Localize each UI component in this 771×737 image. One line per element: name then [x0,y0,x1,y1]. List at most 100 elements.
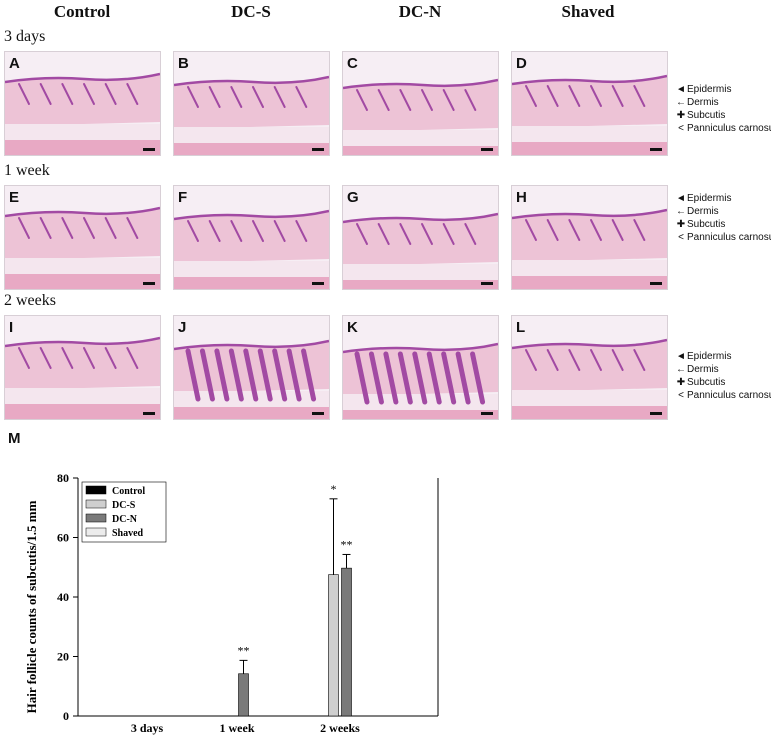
x-tick-label: 2 weeks [320,721,360,735]
layer-label-text: Subcutis [687,110,726,121]
y-tick-label: 0 [63,709,69,723]
legend-swatch [85,527,107,537]
histology-panel-k: K [342,315,499,420]
layer-marker-icon: ← [676,364,686,375]
histology-panel-h: H [511,185,668,290]
histology-panel-l: L [511,315,668,420]
layer-label-panniculus-carnosus: < Panniculus carnosus [676,232,771,243]
column-header-dc-s: DC-S [231,2,271,21]
histology-panel-g: G [342,185,499,290]
bar-dc-s [328,574,339,717]
layer-label-text: Dermis [687,364,719,375]
panel-letter: A [9,55,20,72]
y-tick-label: 60 [57,531,69,545]
scale-bar [650,148,662,151]
panel-letter: D [516,55,527,72]
scale-bar [312,282,324,285]
histology-panel-b: B [173,51,330,156]
layer-label-dermis: ←Dermis [676,97,719,108]
histology-panel-a: A [4,51,161,156]
layer-marker-icon: < [678,123,684,134]
skin-section-image [5,336,160,419]
skin-section-image [5,72,160,155]
scale-bar [312,412,324,415]
panel-letter: I [9,319,14,336]
histology-panel-j: J [173,315,330,420]
skin-section-image [343,78,498,155]
layer-label-text: Panniculus carnosus [687,232,771,243]
skin-section-image [343,212,498,289]
layer-label-subcutis: ✚ Subcutis [676,377,726,388]
layer-marker-icon: ← [676,97,686,108]
layer-label-dermis: ←Dermis [676,364,719,375]
layer-label-text: Subcutis [687,377,726,388]
row-header-2-weeks: 2 weeks [4,292,56,309]
scale-bar [143,148,155,151]
panel-letter: G [347,189,359,206]
scale-bar [143,412,155,415]
y-tick-label: 40 [57,590,69,604]
layer-label-text: Panniculus carnosus [687,390,771,401]
skin-section-image [512,208,667,289]
layer-marker-icon: < [678,390,684,401]
skin-section-image [512,338,667,419]
layer-marker-icon: ◄ [676,351,686,362]
y-axis-title: Hair follicle counts of subcutis/1.5 mm [24,500,39,713]
scale-bar [481,282,493,285]
layer-label-epidermis: ◄Epidermis [676,351,731,362]
layer-marker-icon: ◄ [676,193,686,204]
layer-label-text: Panniculus carnosus [687,123,771,134]
panel-m-label: M [8,430,21,447]
panel-letter: K [347,319,358,336]
layer-label-epidermis: ◄Epidermis [676,84,731,95]
skin-section-image [512,74,667,155]
layer-label-dermis: ←Dermis [676,206,719,217]
column-header-shaved: Shaved [561,2,615,21]
bar-dc-n [341,567,352,717]
layer-label-subcutis: ✚ Subcutis [676,110,726,121]
panel-letter: J [178,319,187,336]
layer-label-panniculus-carnosus: < Panniculus carnosus [676,123,771,134]
layer-label-text: Epidermis [687,84,732,95]
layer-marker-icon: ✚ [676,219,686,230]
layer-marker-icon: ✚ [676,377,686,388]
skin-section-image [5,206,160,289]
scale-bar [312,148,324,151]
layer-marker-icon: ✚ [676,110,686,121]
layer-marker-icon: < [678,232,684,243]
histology-panel-d: D [511,51,668,156]
significance-marker: ** [341,537,353,551]
scale-bar [481,148,493,151]
legend-swatch [85,499,107,509]
row-header-1-week: 1 week [4,162,50,179]
layer-label-text: Epidermis [687,193,732,204]
skin-section-image [174,75,329,155]
scale-bar [650,412,662,415]
bar-dc-n [238,673,249,717]
layer-label-text: Epidermis [687,351,732,362]
legend-label: DC-S [112,500,136,511]
column-header-dc-n: DC-N [398,2,442,21]
skin-section-image [343,342,498,419]
x-tick-label: 3 days [131,721,164,735]
panel-letter: B [178,55,189,72]
scale-bar [143,282,155,285]
hair-follicle-bar-chart: 0 20 40 60 80 Hair follicle counts of subcuti… [24,471,439,735]
layer-marker-icon: ◄ [676,84,686,95]
layer-label-text: Dermis [687,206,719,217]
significance-marker: ** [238,643,250,657]
layer-label-panniculus-carnosus: < Panniculus carnosus [676,390,771,401]
layer-label-text: Subcutis [687,219,726,230]
panel-letter: C [347,55,358,72]
skin-section-image [174,209,329,289]
legend-label: DC-N [112,514,138,525]
scale-bar [481,412,493,415]
legend-label: Shaved [112,528,144,539]
layer-label-epidermis: ◄Epidermis [676,193,731,204]
panel-letter: E [9,189,20,206]
row-header-3-days: 3 days [4,28,46,45]
histology-panel-f: F [173,185,330,290]
panel-letter: F [178,189,188,206]
panel-letter: L [516,319,526,336]
panel-letter: H [516,189,527,206]
